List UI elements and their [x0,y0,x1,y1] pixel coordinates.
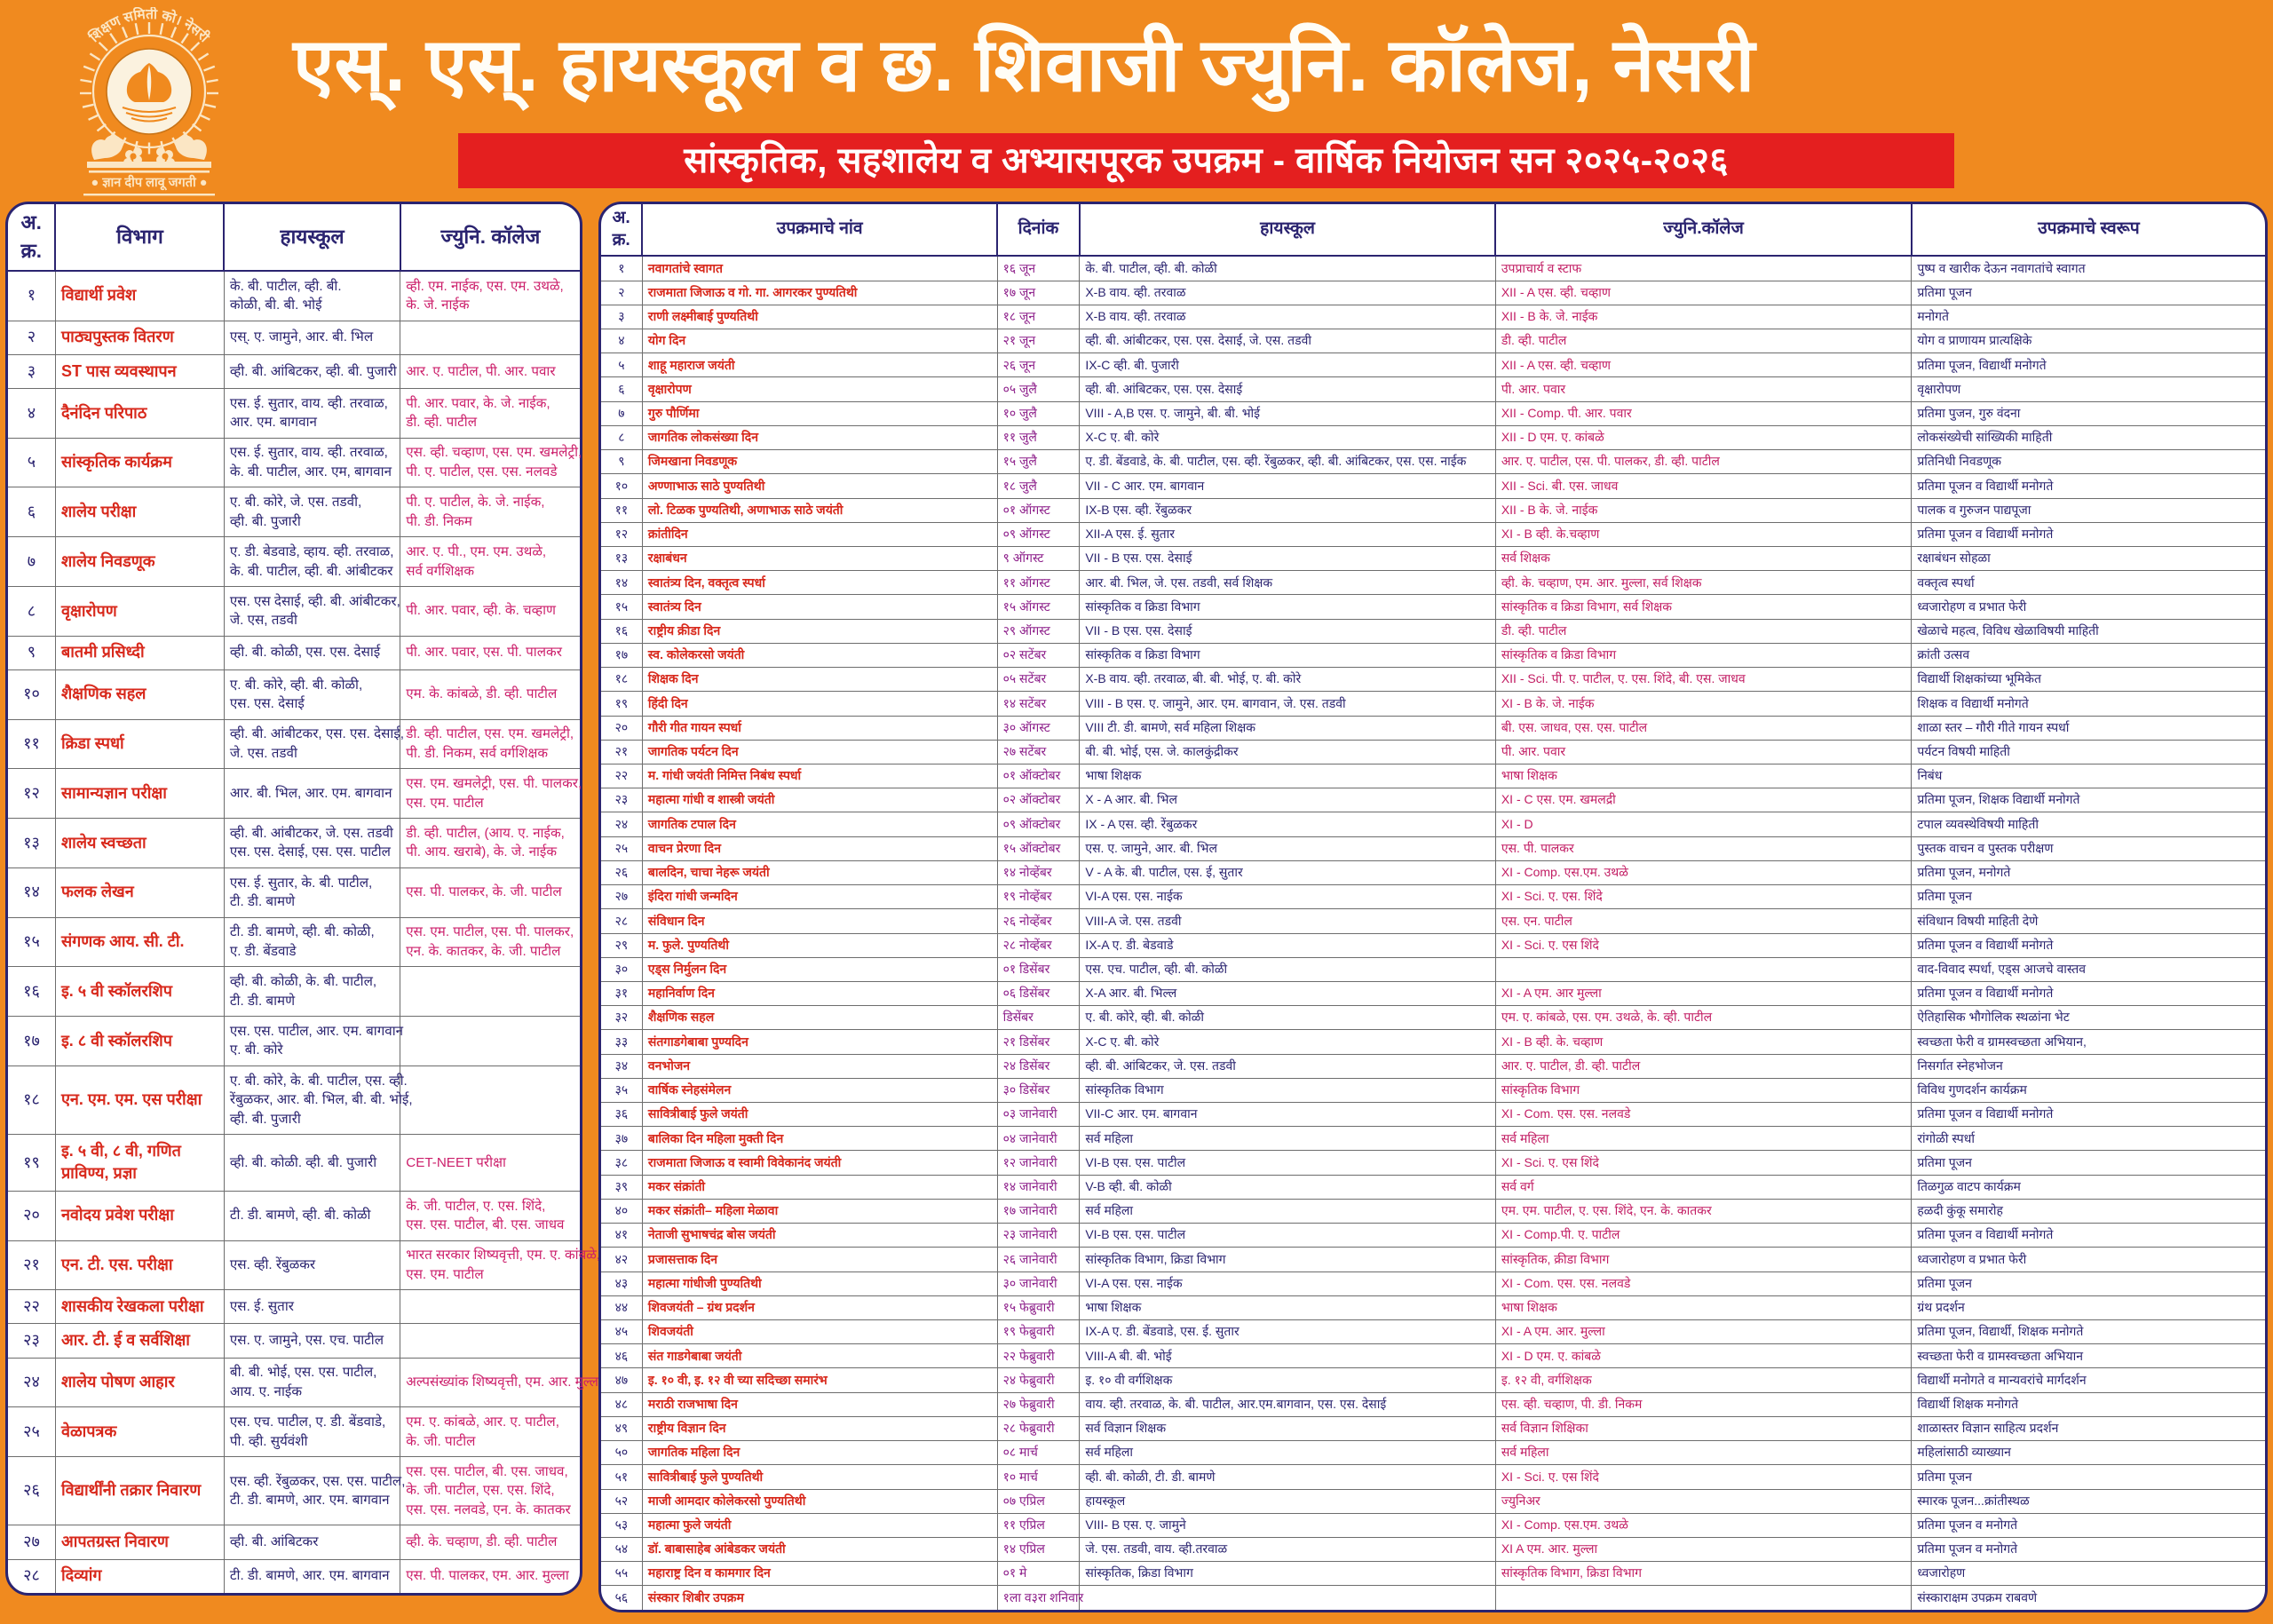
svg-text:● ज्ञान दीप लावू जगती ●: ● ज्ञान दीप लावू जगती ● [91,174,207,191]
